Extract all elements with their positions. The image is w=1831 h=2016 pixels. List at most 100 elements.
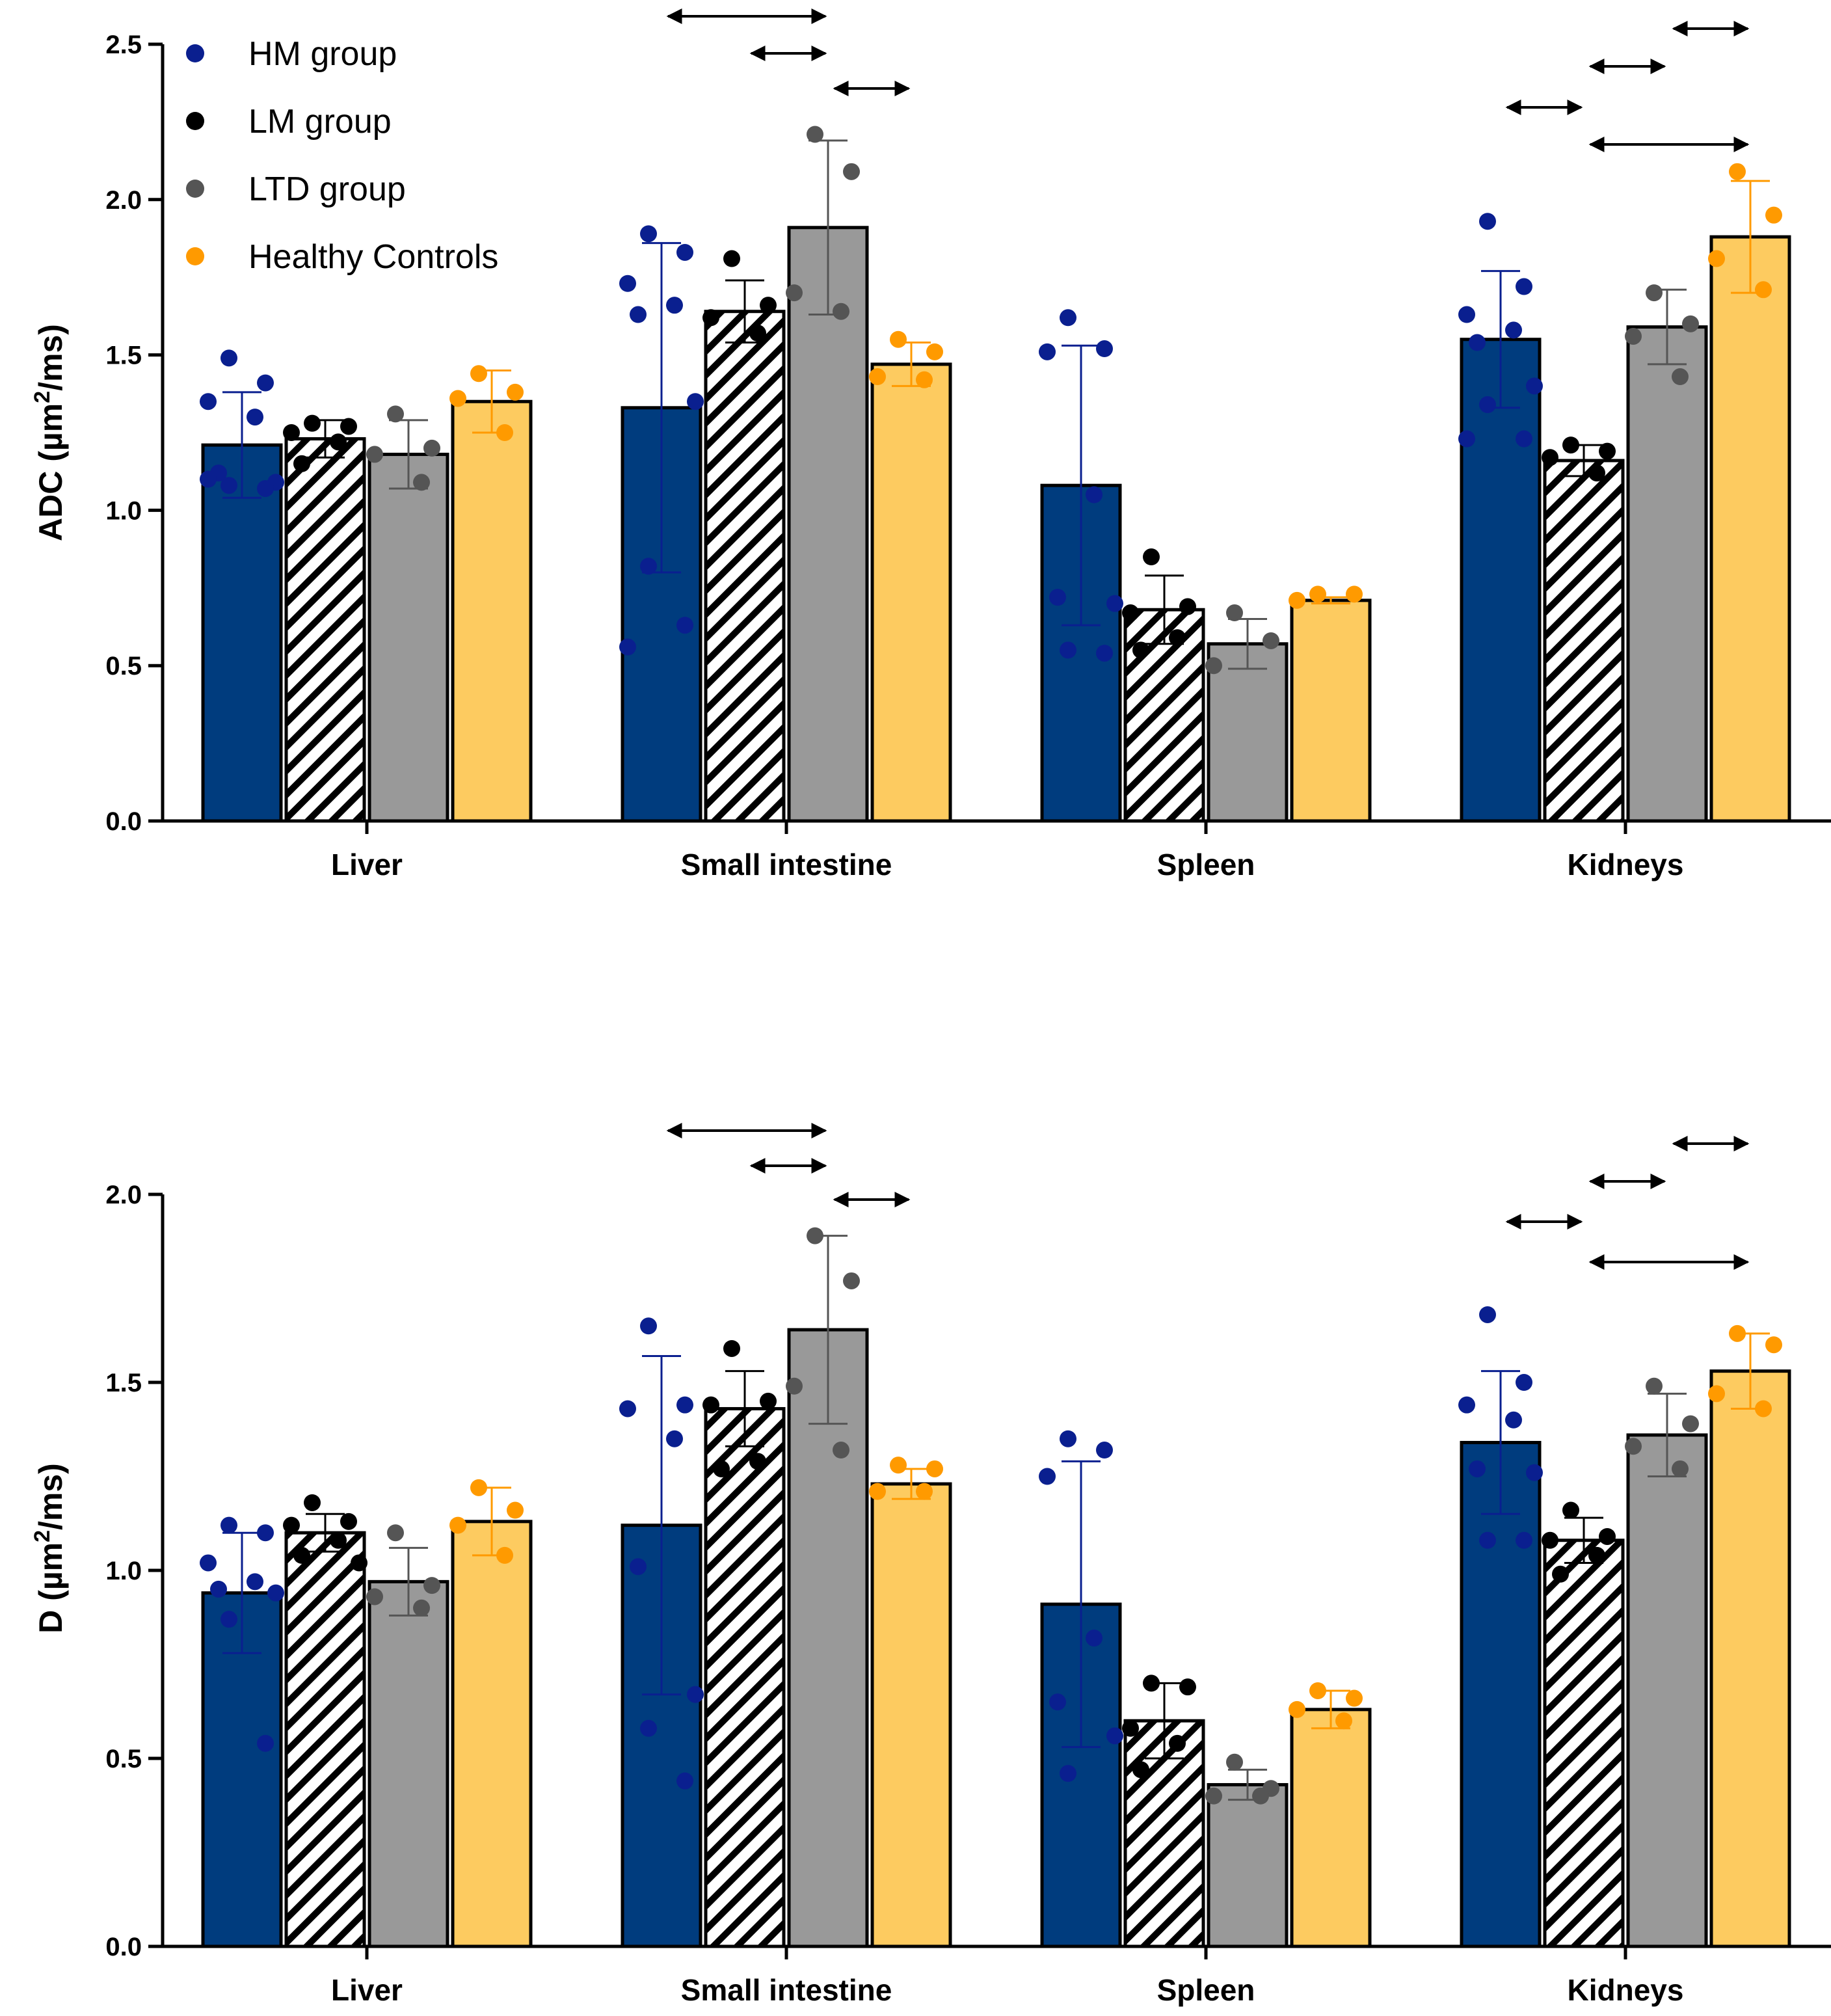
data-point-ltd-group-spleen (1226, 604, 1243, 622)
data-point-lm-group-small-intestine (713, 1460, 730, 1477)
data-point-hm-group-kidneys (1526, 1464, 1543, 1481)
data-point-hm-group-spleen (1060, 641, 1076, 659)
data-point-hm-group-spleen (1086, 1630, 1103, 1647)
bar-lm-group-kidneys (1543, 459, 1625, 823)
data-point-healthy-controls-kidneys (1765, 206, 1782, 224)
x-tick-label-liver: Liver (331, 848, 403, 881)
adc-chart: 0.0 0.5 1.0 1.5 2.0 2.5 Liver Small intestine Sp… (30, 8, 1831, 881)
y-axis-title-tail: /ms) (33, 324, 69, 391)
data-point-healthy-controls-small-intestine (926, 343, 943, 360)
data-point-ltd-group-kidneys (1625, 327, 1642, 345)
data-point-ltd-group-small-intestine (807, 126, 823, 143)
bar-ltd-group-liver (368, 1579, 449, 1948)
y-axis-title: D (µm2/ms) (30, 1463, 69, 1633)
data-point-hm-group-liver (200, 470, 217, 488)
data-point-ltd-group-liver (366, 1588, 383, 1606)
y-tick-label: 2.5 (105, 31, 142, 59)
y-tick-label: 1.0 (105, 496, 142, 525)
data-point-healthy-controls-liver (470, 1479, 487, 1496)
data-point-lm-group-spleen (1122, 604, 1139, 622)
data-point-healthy-controls-liver (507, 1501, 524, 1519)
data-point-healthy-controls-spleen (1346, 1689, 1363, 1707)
data-point-hm-group-kidneys (1479, 213, 1496, 230)
data-point-lm-group-liver (304, 414, 321, 432)
legend-label-hm-group: HM group (248, 35, 397, 73)
data-point-healthy-controls-liver (449, 390, 466, 407)
data-point-ltd-group-spleen (1205, 1787, 1222, 1805)
data-point-hm-group-spleen (1086, 486, 1103, 504)
data-point-lm-group-small-intestine (702, 309, 719, 327)
data-point-healthy-controls-kidneys (1708, 250, 1725, 267)
bar-healthy-controls-spleen (1290, 598, 1372, 823)
bar-healthy-controls-kidneys (1709, 1369, 1791, 1948)
data-point-hm-group-liver (221, 477, 237, 494)
x-tick-label-spleen: Spleen (1157, 1973, 1255, 2007)
data-point-healthy-controls-kidneys (1755, 1400, 1772, 1418)
legend-marker-ltd-group (186, 180, 204, 198)
data-point-hm-group-small-intestine (676, 243, 693, 261)
legend-marker-hm-group (186, 44, 204, 62)
data-point-ltd-group-liver (423, 439, 440, 457)
data-point-ltd-group-small-intestine (833, 1442, 849, 1459)
data-point-ltd-group-small-intestine (786, 284, 803, 302)
bar-healthy-controls-small-intestine (870, 1482, 952, 1948)
data-point-ltd-group-kidneys (1646, 284, 1663, 302)
data-point-hm-group-spleen (1106, 1727, 1123, 1745)
data-point-lm-group-kidneys (1588, 1546, 1605, 1564)
data-point-hm-group-liver (221, 1516, 237, 1534)
data-point-ltd-group-kidneys (1672, 1460, 1689, 1477)
data-point-ltd-group-small-intestine (786, 1377, 803, 1395)
data-point-healthy-controls-small-intestine (869, 368, 886, 386)
bar-hm-group-kidneys (1460, 338, 1542, 823)
data-point-lm-group-liver (340, 1512, 357, 1530)
data-point-lm-group-spleen (1179, 598, 1196, 615)
data-point-ltd-group-spleen (1226, 1753, 1243, 1771)
data-point-hm-group-small-intestine (619, 275, 636, 292)
data-point-lm-group-kidneys (1599, 442, 1616, 460)
data-point-hm-group-small-intestine (619, 638, 636, 656)
data-point-lm-group-small-intestine (749, 1453, 766, 1470)
data-point-lm-group-liver (283, 1516, 300, 1534)
y-tick-label: 1.5 (105, 342, 142, 370)
data-point-healthy-controls-liver (496, 424, 513, 441)
data-point-hm-group-small-intestine (619, 1400, 636, 1418)
data-point-hm-group-kidneys (1479, 1531, 1496, 1549)
data-point-hm-group-small-intestine (666, 1430, 683, 1447)
data-point-lm-group-liver (304, 1494, 321, 1511)
data-point-hm-group-liver (247, 1573, 263, 1591)
data-point-hm-group-small-intestine (630, 306, 647, 323)
y-tick-label: 1.5 (105, 1369, 142, 1397)
data-point-lm-group-kidneys (1542, 449, 1558, 466)
data-point-lm-group-liver (283, 424, 300, 441)
data-point-ltd-group-spleen (1205, 657, 1222, 675)
data-point-lm-group-kidneys (1588, 464, 1605, 482)
data-point-hm-group-spleen (1049, 1693, 1066, 1711)
data-point-lm-group-liver (330, 433, 347, 451)
data-point-healthy-controls-small-intestine (890, 1457, 907, 1474)
data-point-ltd-group-spleen (1263, 632, 1279, 649)
data-point-hm-group-spleen (1106, 595, 1123, 612)
y-tick-label: 1.0 (105, 1557, 142, 1585)
data-point-ltd-group-liver (366, 446, 383, 463)
data-point-hm-group-liver (257, 1734, 274, 1752)
y-tick-label: 0.5 (105, 652, 142, 680)
y-axis-title: ADC (µm2/ms) (30, 324, 69, 541)
data-point-lm-group-spleen (1143, 1674, 1160, 1692)
data-point-ltd-group-kidneys (1682, 1415, 1699, 1432)
x-tick-label-kidneys: Kidneys (1568, 848, 1684, 881)
data-point-healthy-controls-small-intestine (869, 1483, 886, 1500)
data-point-ltd-group-liver (387, 405, 404, 423)
data-point-healthy-controls-spleen (1289, 1700, 1305, 1718)
data-point-hm-group-small-intestine (676, 617, 693, 634)
y-tick-label: 0.0 (105, 1933, 142, 1961)
x-tick-label-small-intestine: Small intestine (681, 848, 892, 881)
data-point-healthy-controls-liver (449, 1516, 466, 1534)
legend-marker-healthy-controls (186, 247, 204, 265)
bar-ltd-group-kidneys (1626, 1433, 1708, 1948)
data-point-hm-group-spleen (1039, 343, 1056, 360)
data-point-hm-group-liver (257, 479, 274, 497)
data-point-hm-group-kidneys (1516, 278, 1532, 295)
data-point-hm-group-spleen (1049, 589, 1066, 606)
y-tick-label: 2.0 (105, 186, 142, 215)
data-point-hm-group-kidneys (1505, 321, 1522, 339)
